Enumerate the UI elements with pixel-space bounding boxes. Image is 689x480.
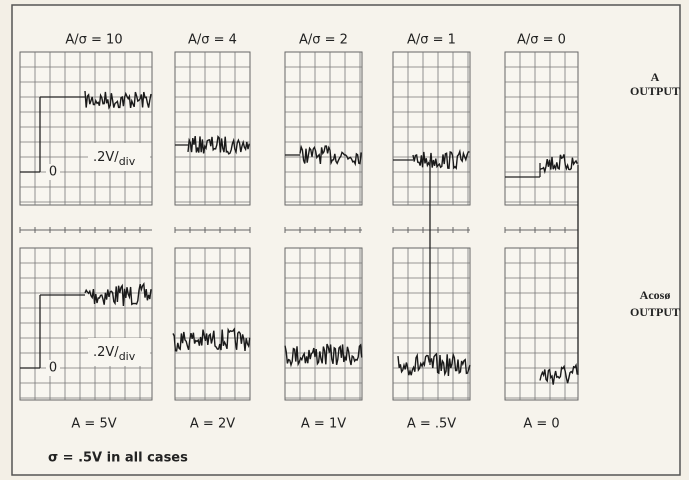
column-header: A/σ = 10 — [65, 33, 122, 48]
column-footer: A = 5V — [71, 417, 116, 432]
row-label: A — [651, 70, 660, 84]
row-label: OUTPUT — [630, 84, 680, 98]
scale-sub: div — [119, 155, 136, 168]
grid-box — [393, 52, 470, 205]
column-header: A/σ = 1 — [407, 33, 456, 48]
zero-label: 0 — [49, 361, 57, 376]
scale-main: .2V/ — [93, 345, 119, 360]
note: σ = .5V in all cases — [48, 451, 188, 466]
scale-main: .2V/ — [93, 150, 119, 165]
column-footer: A = 0 — [523, 417, 559, 432]
grid-box — [285, 248, 362, 400]
zero-label: 0 — [49, 165, 57, 180]
column-header: A/σ = 2 — [299, 33, 348, 48]
grid-box — [285, 52, 362, 205]
grid-box — [505, 52, 578, 205]
row-label: Acosø — [640, 288, 671, 302]
grid-box — [393, 248, 470, 400]
row-label: OUTPUT — [630, 305, 680, 319]
column-header: A/σ = 4 — [188, 33, 237, 48]
column-footer: A = .5V — [407, 417, 456, 432]
grid-box — [175, 248, 250, 400]
column-header: A/σ = 0 — [517, 33, 566, 48]
scale-sub: div — [119, 350, 136, 363]
grid-box — [175, 52, 250, 205]
grid-box — [505, 248, 578, 400]
column-footer: A = 1V — [301, 417, 346, 432]
figure: .2V/div.2V/div00A/σ = 10A = 5VA/σ = 4A =… — [0, 0, 689, 480]
column-footer: A = 2V — [190, 417, 235, 432]
